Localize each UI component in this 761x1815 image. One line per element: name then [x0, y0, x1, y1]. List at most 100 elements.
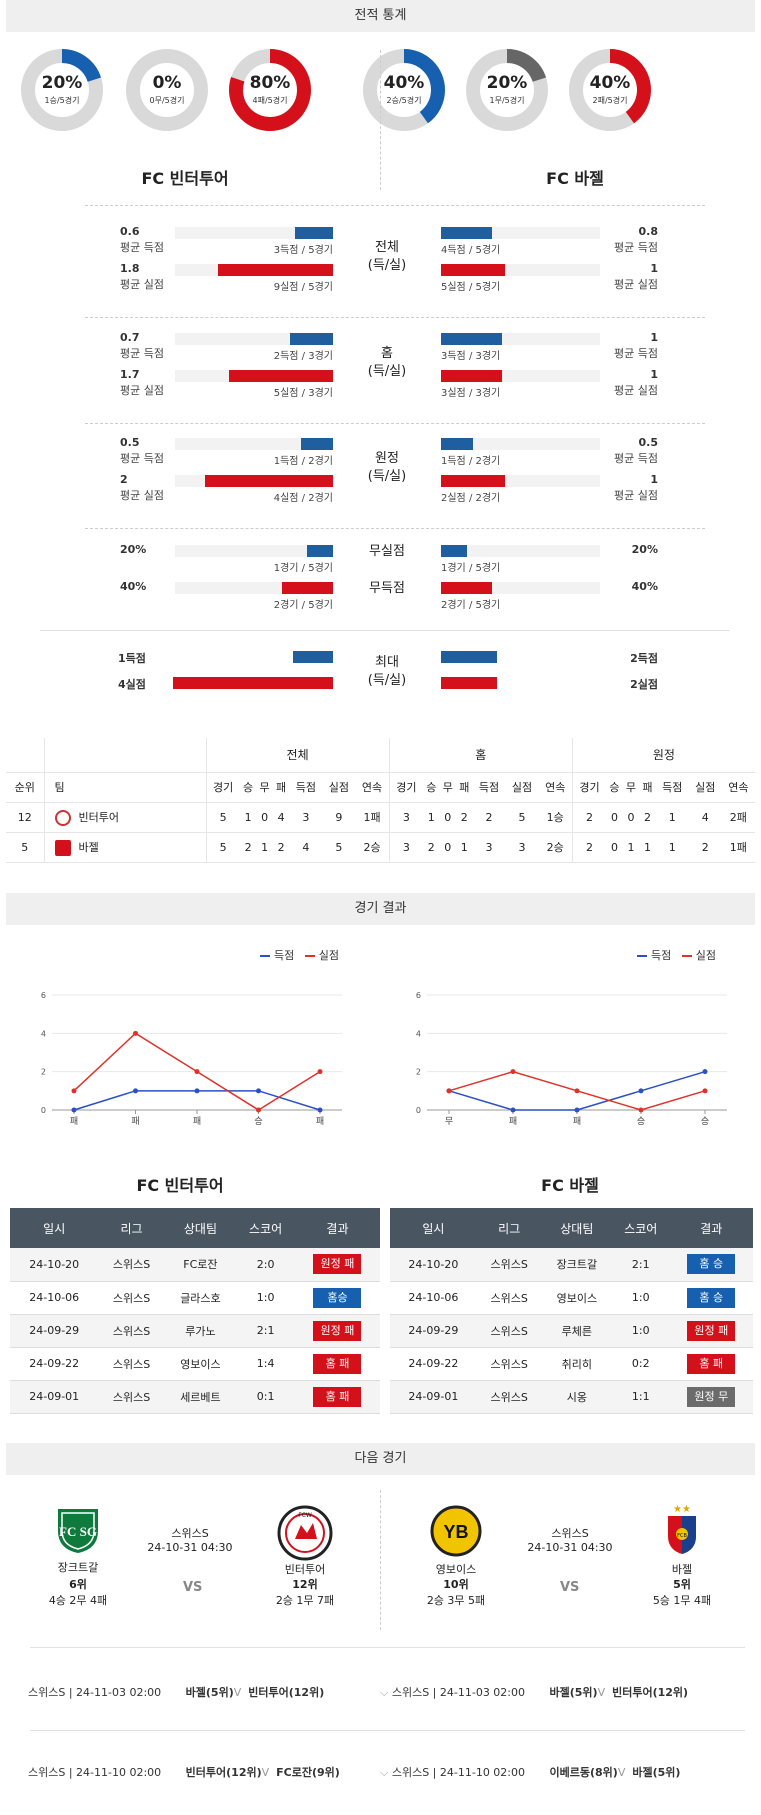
cleansheet-label: 무득점 [369, 581, 405, 596]
fixture-team1: 바젤(5위) [185, 1686, 234, 1699]
series-point-1 [574, 1088, 580, 1094]
result-row[interactable]: 24-09-29 스위스S 루가노 2:1 원정 패 [10, 1314, 380, 1348]
next-right-home-name[interactable]: 영보이스 [435, 1563, 477, 1576]
result-cell: 원정 패 [294, 1314, 380, 1348]
rank-row[interactable]: 5 바젤 5 2 1 2 4 5 2승 3 2 0 1 3 3 2승 2 0 1 1 1 2 1패 [6, 832, 755, 863]
right-bar [441, 651, 497, 663]
series-point-1 [317, 1069, 323, 1075]
result-badge: 홈승 [313, 1287, 362, 1308]
fixture-team2: 빈터투어(12위) [612, 1686, 689, 1699]
winterthur-logo[interactable]: FCW [277, 1505, 333, 1561]
col-3: 패 [639, 772, 656, 803]
stat-cell: 5 [322, 832, 356, 863]
result-opponent[interactable]: 영보이스 [541, 1281, 612, 1315]
rank-row[interactable]: 12 빈터투어 5 1 0 4 3 9 1패 3 1 0 2 2 5 1승 2 0 0 2 1 4 2패 [6, 802, 755, 833]
fixture-left-2[interactable]: 스위스S | 24-11-10 02:00 빈터투어(12위)V FC로잔(9위… [28, 1764, 340, 1780]
donut-right-0: 40% 2승/5경기 [362, 48, 446, 132]
double-chevron-down-icon[interactable]: ⌵ [380, 1766, 389, 1779]
right-value: 20% [631, 543, 658, 556]
col-3: 패 [272, 772, 290, 803]
right-bar [441, 475, 505, 487]
stat-cell: 1 [655, 802, 689, 833]
result-row[interactable]: 24-09-22 스위스S 취리히 0:2 홈 패 [390, 1347, 753, 1381]
result-badge: 홈 패 [313, 1353, 362, 1374]
result-row[interactable]: 24-09-01 스위스S 세르베트 0:1 홈 패 [10, 1380, 380, 1414]
team-cell[interactable]: 빈터투어 [43, 802, 206, 833]
col-5: 실점 [505, 772, 539, 803]
stat-cell: 2 [571, 802, 607, 833]
winterthur-badge-icon [54, 809, 71, 826]
x-tick-label: 패 [70, 1116, 78, 1127]
result-cell: 홈 패 [669, 1347, 753, 1381]
result-row[interactable]: 24-10-06 스위스S 글라스호 1:0 홈승 [10, 1281, 380, 1315]
right-value: 0.8 [638, 225, 659, 238]
next-right-away-name[interactable]: 바젤 [671, 1563, 693, 1576]
cleansheet-label: 무실점 [369, 544, 405, 559]
fixture-left-1[interactable]: 스위스S | 24-11-03 02:00 바젤(5위)V 빈터투어(12위) [28, 1684, 324, 1700]
right-bar-caption: 2경기 / 5경기 [441, 600, 501, 611]
result-row[interactable]: 24-09-22 스위스S 영보이스 1:4 홈 패 [10, 1347, 380, 1381]
donut-percent: 20% [486, 73, 528, 93]
col-league: 리그 [476, 1208, 542, 1248]
stat-cell: 2패 [721, 802, 755, 833]
result-opponent[interactable]: 장크트갈 [541, 1248, 612, 1282]
result-opponent[interactable]: FC로잔 [164, 1248, 237, 1282]
stat-cell: 2 [456, 802, 473, 833]
result-row[interactable]: 24-10-20 스위스S 장크트갈 2:1 홈 승 [390, 1248, 753, 1282]
result-opponent[interactable]: 루체른 [541, 1314, 612, 1348]
left-bar-track [175, 438, 333, 450]
donut-caption: 4패/5경기 [252, 96, 288, 105]
result-opponent[interactable]: 시옹 [541, 1380, 612, 1414]
team-left-title: FC 빈터투어 [141, 169, 229, 188]
young-boys-logo[interactable]: YB [430, 1505, 482, 1557]
result-score: 0:1 [236, 1380, 295, 1414]
result-row[interactable]: 24-09-01 스위스S 시옹 1:1 원정 무 [390, 1380, 753, 1414]
series-point-1 [71, 1088, 77, 1094]
legend-concede-label: 실점 [318, 949, 339, 962]
next-left-home-name[interactable]: 장크트갈 [57, 1561, 99, 1574]
left-caption: 평균 실점 [120, 489, 164, 502]
st-gallen-logo[interactable]: FC SG [54, 1505, 102, 1555]
stat-cell: 0 [606, 802, 623, 833]
block-label-sub: (득/실) [367, 469, 407, 484]
donut-arc [569, 49, 651, 131]
left-bar-caption: 1득점 / 2경기 [273, 456, 333, 467]
left-bar [293, 651, 333, 663]
result-row[interactable]: 24-10-06 스위스S 영보이스 1:0 홈 승 [390, 1281, 753, 1315]
result-opponent[interactable]: 취리히 [541, 1347, 612, 1381]
x-tick-label: 패 [509, 1116, 517, 1127]
basel-logo[interactable]: ★★ FCB [662, 1502, 702, 1556]
right-bar-caption: 5실점 / 5경기 [441, 282, 501, 293]
result-row[interactable]: 24-10-20 스위스S FC로잔 2:0 원정 패 [10, 1248, 380, 1282]
series-line-0 [73, 1090, 321, 1111]
right-bar [441, 333, 502, 345]
right-value: 1 [650, 473, 658, 486]
left-caption: 평균 실점 [120, 384, 164, 397]
fixture-right-1[interactable]: ⌵ 스위스S | 24-11-03 02:00 바젤(5위)V 빈터투어(12위… [380, 1684, 688, 1700]
col-5: 실점 [322, 772, 356, 803]
team-cell[interactable]: 바젤 [43, 832, 206, 863]
donut-arc [363, 49, 445, 131]
left-value: 20% [120, 543, 147, 556]
legend-score-swatch [260, 955, 270, 957]
fixture-right-2[interactable]: ⌵ 스위스S | 24-11-10 02:00 이베르동(8위)V 바젤(5위) [380, 1764, 680, 1780]
result-opponent[interactable]: 글라스호 [164, 1281, 237, 1315]
next-right-datetime: 24-10-31 04:30 [527, 1541, 613, 1554]
left-bar-caption: 2득점 / 3경기 [273, 351, 333, 362]
right-value: 1 [650, 262, 658, 275]
result-opponent[interactable]: 세르베트 [164, 1380, 237, 1414]
left-value: 1.8 [120, 262, 140, 275]
result-date: 24-09-01 [390, 1380, 477, 1414]
result-opponent[interactable]: 영보이스 [164, 1347, 237, 1381]
left-results-chart: 0 2 4 6 패 패 패 승 패 [41, 991, 342, 1127]
next-left-away-name[interactable]: 빈터투어 [284, 1563, 326, 1576]
next-right-away-rank: 5위 [673, 1578, 691, 1591]
col-6: 연속 [538, 772, 573, 803]
chevron-down-icon[interactable]: ⌵ [380, 1686, 389, 1699]
max-label-sub: (득/실) [367, 673, 407, 688]
right-value: 40% [631, 580, 658, 593]
rank-cell: 5 [6, 832, 44, 863]
result-row[interactable]: 24-09-29 스위스S 루체른 1:0 원정 패 [390, 1314, 753, 1348]
result-opponent[interactable]: 루가노 [164, 1314, 237, 1348]
